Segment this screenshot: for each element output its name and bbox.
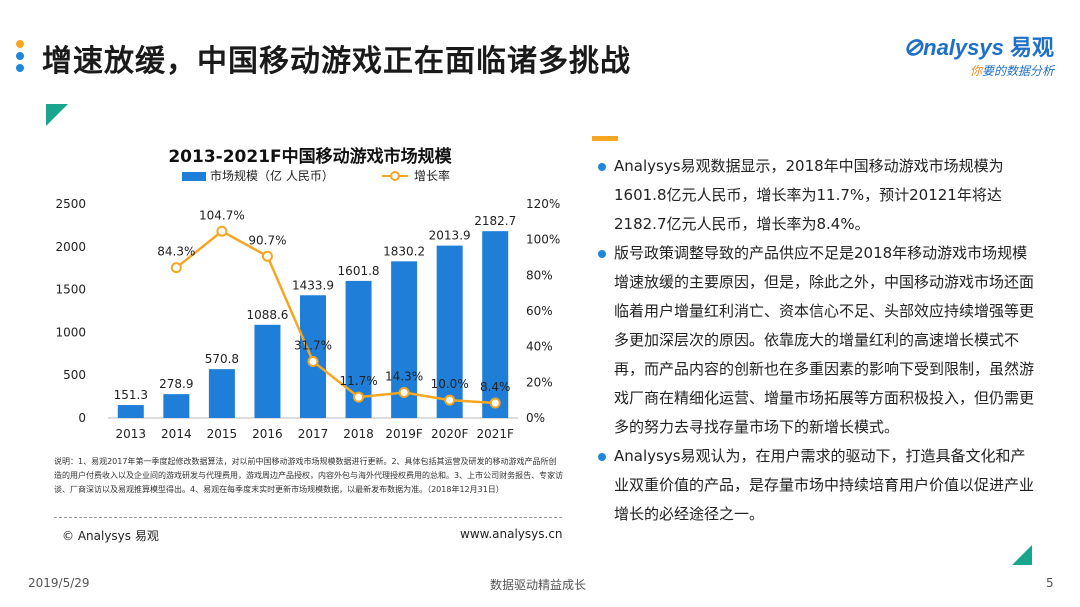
title-dots [16, 40, 26, 76]
y-tick-label: 2500 [55, 197, 86, 211]
bullet-item: 版号政策调整导致的产品供应不足是2018年移动游戏市场规模增速放缓的主要原因，但… [598, 239, 1038, 442]
growth-rate-point [307, 355, 319, 367]
chart-title: 2013-2021F中国移动游戏市场规模 [168, 146, 452, 167]
bullet-item: Analysys易观数据显示，2018年中国移动游戏市场规模为1601.8亿元人… [598, 152, 1038, 239]
growth-rate-label: 104.7% [199, 208, 245, 222]
bar-value-label: 570.8 [205, 352, 239, 366]
growth-rate-label: 84.3% [157, 245, 195, 259]
copyright: © Analysys 易观 [62, 529, 159, 543]
y-tick-label: 500 [63, 368, 86, 382]
logo-slogan-b: 要的数据分析 [981, 64, 1054, 78]
accent-bar [592, 136, 618, 141]
bar-value-label: 1088.6 [246, 308, 288, 322]
x-tick-label: 2016 [252, 427, 283, 441]
dot-blue [16, 64, 24, 72]
divider [54, 517, 562, 518]
growth-rate-point [261, 250, 273, 262]
dot-blue [16, 52, 24, 60]
y-tick-label: 1000 [55, 325, 86, 339]
x-tick-label: 2021F [476, 427, 514, 441]
bar-value-label: 1830.2 [383, 244, 425, 258]
bar-value-label: 1433.9 [292, 278, 334, 292]
y2-tick-label: 0% [526, 411, 545, 425]
page-title: 增速放缓，中国移动游戏正在面临诸多挑战 [42, 44, 631, 79]
bar-value-label: 2182.7 [474, 214, 516, 228]
y2-tick-label: 40% [526, 340, 553, 354]
legend-bar-label: 市场规模（亿 人民币） [210, 168, 334, 183]
chart-note: 说明：1、易观2017年第一季度起修改数据算法，对以前中国移动游戏市场规模数据进… [54, 457, 564, 494]
growth-rate-label: 8.4% [480, 380, 511, 394]
y-tick-label: 1500 [55, 283, 86, 297]
footer-slogan: 数据驱动精益成长 [490, 578, 587, 592]
market-size-chart: 2013-2021F中国移动游戏市场规模 市场规模（亿 人民币） 增长率 0 500 10… [50, 138, 570, 468]
growth-rate-point [353, 391, 365, 403]
bar [254, 324, 281, 418]
logo-brand: nalysys [923, 35, 1004, 60]
legend-bar-swatch [182, 172, 206, 181]
corner-triangle-icon [46, 104, 68, 126]
page-number: 5 [1046, 576, 1054, 590]
growth-rate-label: 31.7% [294, 338, 332, 352]
bar-value-label: 278.9 [159, 377, 193, 391]
growth-rate-point [398, 386, 410, 398]
growth-rate-point [444, 394, 456, 406]
legend-line-label: 增长率 [414, 168, 450, 183]
bullet-list: Analysys易观数据显示，2018年中国移动游戏市场规模为1601.8亿元人… [598, 152, 1038, 529]
legend-line-marker [390, 171, 400, 181]
growth-rate-label: 11.7% [339, 374, 377, 388]
growth-rate-label: 10.0% [431, 377, 469, 391]
x-tick-label: 2013 [116, 427, 147, 441]
website-link[interactable]: www.analysys.cn [460, 527, 563, 541]
bar-value-label: 1601.8 [338, 264, 380, 278]
growth-rate-point [489, 397, 501, 409]
logo-name: 易观 [1009, 35, 1054, 60]
x-tick-label: 2020F [431, 427, 469, 441]
bar [117, 405, 144, 418]
analysys-logo: ⊘nalysys 易观 你要的数据分析 [903, 34, 1054, 78]
bar [208, 369, 235, 418]
dot-orange [16, 40, 24, 48]
x-tick-label: 2015 [207, 427, 238, 441]
y2-tick-label: 100% [526, 233, 560, 247]
x-tick-label: 2019F [385, 427, 423, 441]
growth-rate-label: 14.3% [385, 369, 423, 383]
bar-value-label: 2013.9 [429, 229, 471, 243]
y2-tick-label: 20% [526, 375, 553, 389]
y-tick-label: 0 [78, 411, 86, 425]
growth-rate-point [216, 225, 228, 237]
x-tick-label: 2017 [298, 427, 329, 441]
bar [436, 245, 463, 418]
y-tick-label: 2000 [55, 240, 86, 254]
bullet-item: Analysys易观认为，在用户需求的驱动下，打造具备文化和产业双重价值的产品，… [598, 442, 1038, 529]
growth-rate-point [170, 262, 182, 274]
bar [163, 394, 190, 418]
bar [482, 231, 509, 418]
growth-rate-line [175, 229, 496, 405]
y2-tick-label: 80% [526, 268, 553, 282]
y2-tick-label: 60% [526, 304, 553, 318]
x-tick-label: 2014 [161, 427, 192, 441]
x-tick-label: 2018 [343, 427, 374, 441]
growth-rate-label: 90.7% [248, 233, 286, 247]
y2-tick-label: 120% [526, 197, 560, 211]
corner-triangle-icon [1012, 545, 1032, 565]
logo-slogan-a: 你 [969, 64, 982, 78]
bar-value-label: 151.3 [114, 388, 148, 402]
footer-date: 2019/5/29 [28, 576, 90, 590]
